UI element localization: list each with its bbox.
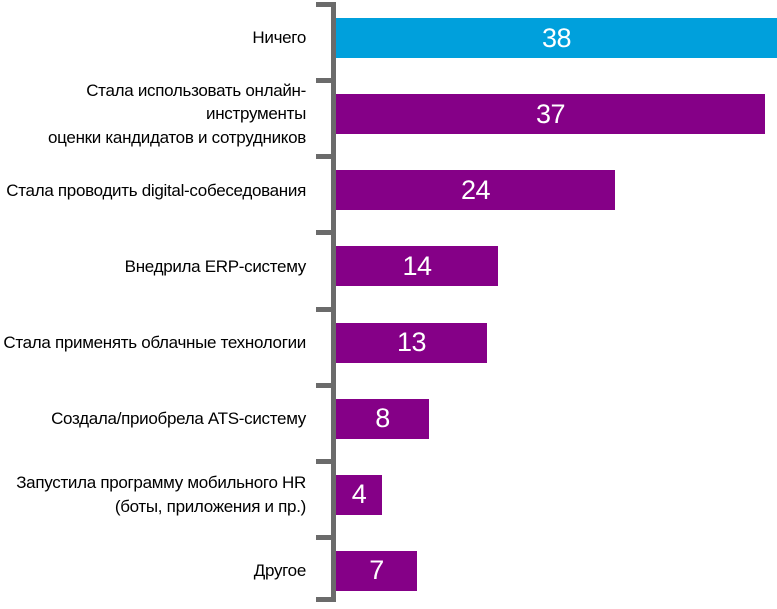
bar: 38 (336, 18, 777, 59)
bar-zone: 8 (336, 398, 777, 439)
category-label: Внедрила ERP-систему (124, 256, 307, 276)
bar-zone: 24 (336, 170, 777, 211)
chart-row: Стала применять облачные технологии 13 (0, 305, 777, 381)
chart-row: Другое 7 (0, 533, 777, 609)
value-label: 8 (375, 403, 390, 434)
value-label: 13 (396, 327, 427, 358)
value-label: 7 (369, 555, 384, 586)
value-label: 24 (460, 174, 491, 205)
bar-zone: 37 (336, 94, 777, 135)
chart-row: Стала проводить digital-собеседования 24 (0, 152, 777, 228)
bar: 7 (336, 550, 417, 591)
bar: 8 (336, 398, 429, 439)
bar-zone: 4 (336, 474, 777, 515)
bar: 14 (336, 246, 498, 287)
bar-zone: 38 (336, 18, 777, 59)
category-label: Создала/приобрела ATS-систему (51, 408, 306, 428)
bar-zone: 14 (336, 246, 777, 287)
value-label: 4 (351, 479, 367, 510)
bar: 24 (336, 170, 615, 211)
bar-zone: 13 (336, 322, 777, 363)
category-label: Стала использовать онлайн-инструменты оц… (48, 81, 306, 147)
bar: 13 (336, 322, 487, 363)
bar: 37 (336, 94, 765, 135)
chart-row: Внедрила ERP-систему 14 (0, 228, 777, 304)
chart-row: Запустила программу мобильного HR (боты,… (0, 457, 777, 533)
category-label: Запустила программу мобильного HR (боты,… (16, 473, 306, 516)
value-label: 14 (402, 250, 432, 281)
bar: 4 (336, 474, 382, 515)
value-label: 38 (541, 22, 572, 53)
category-label: Стала проводить digital-собеседования (6, 180, 306, 200)
value-label: 37 (535, 98, 566, 129)
chart-row: Создала/приобрела ATS-систему 8 (0, 381, 777, 457)
bar-zone: 7 (336, 550, 777, 591)
category-label: Ничего (252, 28, 306, 48)
chart-row: Стала использовать онлайн-инструменты оц… (0, 76, 777, 152)
chart-row: Ничего 38 (0, 0, 777, 76)
category-label: Другое (253, 561, 307, 581)
category-label: Стала применять облачные технологии (3, 332, 306, 352)
